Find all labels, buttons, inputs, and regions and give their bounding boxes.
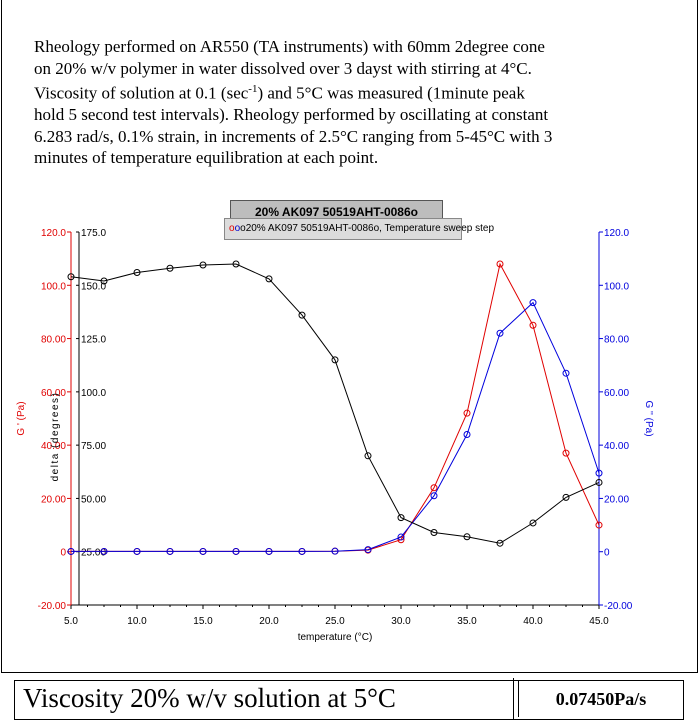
right-tick-label: 40.00 (604, 441, 629, 452)
left-outer-tick-label: 60.00 (41, 388, 66, 399)
x-tick-label: 30.0 (391, 616, 411, 627)
x-tick-label: 15.0 (193, 616, 213, 627)
x-tick-label: 45.0 (589, 616, 609, 627)
data-point (265, 275, 273, 283)
viscosity-label: Viscosity 20% w/v solution at 5°C (23, 683, 396, 713)
data-point (496, 539, 504, 547)
right-tick-label: 0 (604, 548, 610, 559)
data-point (529, 519, 537, 527)
data-point (331, 547, 339, 555)
viscosity-table: Viscosity 20% w/v solution at 5°C 0.0745… (14, 678, 684, 720)
x-tick-label: 25.0 (325, 616, 345, 627)
right-tick-label: 60.00 (604, 388, 629, 399)
x-tick-label: 40.0 (523, 616, 543, 627)
data-point (463, 430, 471, 438)
left-inner-tick-label: 75.00 (81, 441, 106, 452)
data-point (430, 484, 438, 492)
legend-text: 20% AK097 50519AHT-0086o, Temperature sw… (245, 223, 495, 234)
data-point (430, 492, 438, 500)
data-point (298, 311, 306, 319)
data-point (331, 356, 339, 364)
data-point (298, 547, 306, 555)
data-point (496, 260, 504, 268)
data-point (364, 452, 372, 460)
data-point (133, 547, 141, 555)
right-tick-label: 120.0 (604, 228, 629, 239)
left-inner-tick-label: 50.00 (81, 494, 106, 505)
data-point (463, 533, 471, 541)
description-line: Rheology performed on AR550 (TA instrume… (34, 37, 545, 56)
description-text: Rheology performed on AR550 (TA instrume… (34, 36, 682, 169)
left-outer-tick-label: 0 (60, 548, 66, 559)
series-line-2 (70, 263, 600, 544)
viscosity-value: 0.07450Pa/s (518, 681, 683, 717)
left-inner-tick-label: 125.0 (81, 335, 106, 346)
description-line: hold 5 second test intervals). Rheology … (34, 105, 549, 125)
left-outer-tick-label: 80.00 (41, 335, 66, 346)
data-point (133, 268, 141, 276)
x-tick-label: 10.0 (127, 616, 147, 627)
description-line: minutes of temperature equilibration at … (34, 148, 379, 168)
data-point (595, 469, 603, 477)
description-superscript: -1 (248, 83, 258, 95)
data-point (232, 260, 240, 268)
x-axis-label: temperature (°C) (298, 632, 373, 643)
series-line-0 (71, 262, 600, 552)
left-outer-tick-label: -20.00 (38, 601, 67, 612)
left-outer-tick-label: 20.00 (41, 494, 66, 505)
left-outer-axis-label: G ' (Pa) (16, 401, 27, 435)
description-line-part: ) and 5°C was measured (1minute peak (257, 83, 525, 103)
viscosity-divider (513, 678, 515, 720)
chart-svg: 5.0 10.0 15.0 20.0 25.0 30.0 35.0 40.0 45.0 tempe… (16, 228, 654, 643)
page-frame (1, 0, 698, 673)
right-axis-label: G '' (Pa) (643, 400, 654, 436)
data-point (562, 369, 570, 377)
right-tick-label: 20.00 (604, 494, 629, 505)
x-tick-label: 20.0 (259, 616, 279, 627)
left-inner-tick-label: 25.00 (81, 548, 106, 559)
left-outer-tick-label: 120.0 (41, 228, 66, 239)
left-inner-tick-label: 100.0 (81, 388, 106, 399)
description-line: Viscosity of solution at 0.1 (sec-1) and… (34, 79, 682, 104)
x-tick-label: 5.0 (64, 616, 78, 627)
data-point (199, 547, 207, 555)
data-point (67, 547, 75, 555)
description-line-part: Viscosity of solution at 0.1 (sec (34, 83, 249, 103)
data-point (562, 493, 570, 501)
data-point (166, 547, 174, 555)
left-inner-tick-label: 150.0 (81, 281, 106, 292)
data-point (397, 533, 405, 541)
legend-marker-icon: ooo (229, 223, 246, 234)
data-point (397, 514, 405, 522)
data-point (100, 547, 108, 555)
data-point (496, 329, 504, 337)
data-point (364, 546, 372, 554)
data-point (562, 449, 570, 457)
left-inner-tick-label: 175.0 (81, 228, 106, 239)
data-point (166, 264, 174, 272)
right-tick-label: 100.0 (604, 281, 629, 292)
data-point (430, 529, 438, 537)
data-point (232, 547, 240, 555)
left-outer-tick-label: 100.0 (41, 281, 66, 292)
data-point (199, 261, 207, 269)
chart-legend: ooo20% AK097 50519AHT-0086o, Temperature… (224, 218, 494, 240)
data-point (595, 478, 603, 486)
right-tick-label: -20.00 (604, 601, 633, 612)
x-tick-label: 35.0 (457, 616, 477, 627)
data-point (67, 273, 75, 281)
description-line: 6.283 rad/s, 0.1% strain, in increments … (34, 126, 553, 146)
data-point (265, 547, 273, 555)
data-point (529, 299, 537, 307)
data-point (463, 409, 471, 417)
data-point (529, 321, 537, 329)
left-outer-tick-label: 40.00 (41, 441, 66, 452)
left-inner-axis-label: delta (degrees) (50, 392, 61, 482)
description-line: on 20% w/v polymer in water dissolved ov… (34, 58, 532, 78)
series-line-1 (71, 301, 600, 552)
data-point (100, 277, 108, 285)
right-tick-label: 80.00 (604, 335, 629, 346)
data-point (595, 521, 603, 529)
